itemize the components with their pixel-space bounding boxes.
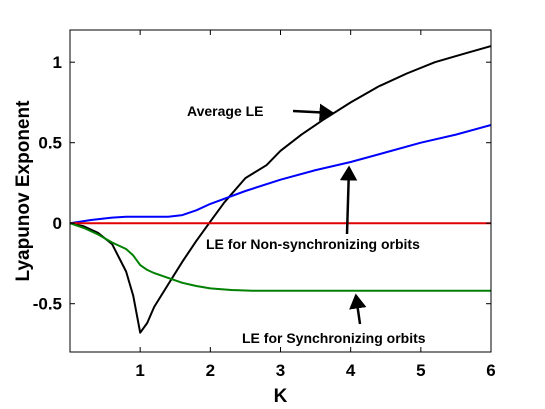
x-tick-label: 1 <box>135 361 144 380</box>
series-line-sync <box>69 222 491 292</box>
plot-frame <box>69 29 492 353</box>
y-tick-label: 1 <box>53 53 62 72</box>
annotation-average-le-arrow <box>292 103 335 122</box>
y-tick-label: 0.5 <box>38 134 62 153</box>
y-tick-label: 0 <box>53 214 62 233</box>
x-tick-label: 4 <box>346 361 356 380</box>
x-tick-label: 5 <box>416 361 425 380</box>
series-line-avg <box>69 45 492 334</box>
annotation-non-sync-le: LE for Non-synchronizing orbits <box>206 236 420 252</box>
y-tick-label: -0.5 <box>33 295 62 314</box>
x-tick-label: 2 <box>206 361 215 380</box>
annotation-sync-arrow <box>349 293 367 325</box>
axis-ticks: 1 2 3 4 5 6 -0.5 0 0.5 1 <box>33 30 496 380</box>
annotation-non-sync-arrow <box>339 165 358 235</box>
x-tick-label: 3 <box>276 361 285 380</box>
x-tick-label: 6 <box>486 361 495 380</box>
series-line-non-sync <box>69 124 492 225</box>
plot-series <box>69 45 492 334</box>
annotation-average-le: Average LE <box>187 103 264 119</box>
x-axis-label: K <box>274 386 288 407</box>
annotation-sync-le: LE for Synchronizing orbits <box>242 330 426 346</box>
y-axis-label: Lyapunov Exponent <box>13 100 34 282</box>
